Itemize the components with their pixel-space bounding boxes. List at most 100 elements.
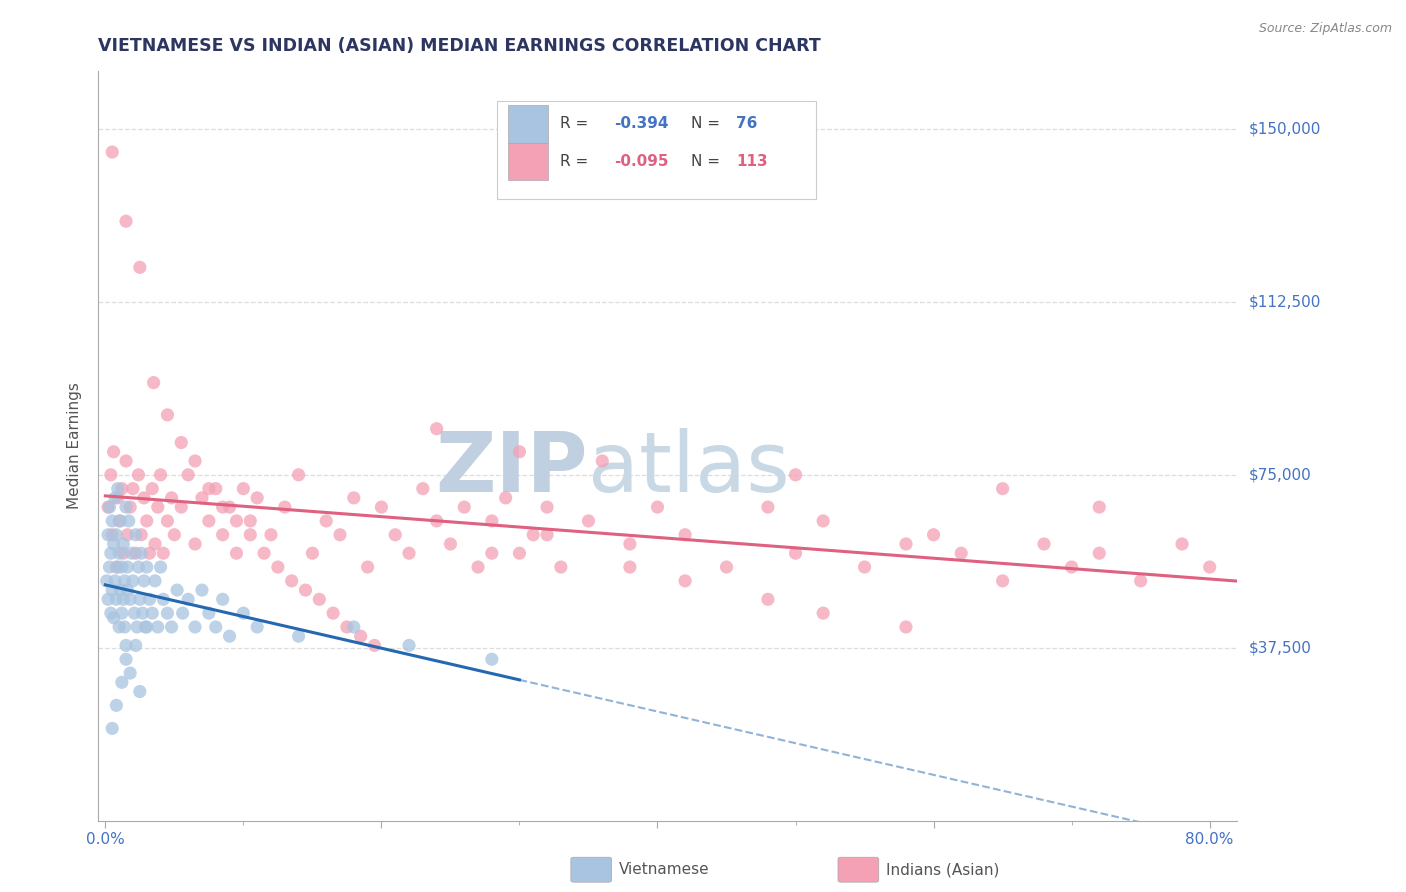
Point bbox=[96, 574, 118, 588]
Point bbox=[120, 666, 142, 681]
Point bbox=[104, 574, 127, 588]
Point bbox=[239, 528, 262, 542]
Text: 76: 76 bbox=[737, 116, 758, 131]
Point bbox=[103, 611, 125, 625]
Point bbox=[108, 546, 131, 560]
Point bbox=[426, 514, 449, 528]
Point bbox=[105, 592, 128, 607]
Y-axis label: Median Earnings: Median Earnings bbox=[67, 383, 83, 509]
Point bbox=[211, 528, 233, 542]
Point bbox=[134, 620, 156, 634]
Text: Indians (Asian): Indians (Asian) bbox=[886, 863, 1000, 877]
Point bbox=[239, 514, 262, 528]
Point bbox=[156, 514, 179, 528]
Point bbox=[117, 583, 139, 598]
Point bbox=[204, 482, 226, 496]
Point bbox=[246, 620, 269, 634]
Point bbox=[156, 408, 179, 422]
Point bbox=[120, 592, 142, 607]
Point bbox=[100, 546, 122, 560]
Point bbox=[225, 546, 247, 560]
Point bbox=[111, 675, 134, 690]
Point bbox=[110, 514, 132, 528]
Point bbox=[246, 491, 269, 505]
Point bbox=[619, 560, 641, 574]
Point bbox=[98, 560, 121, 574]
Point bbox=[172, 606, 194, 620]
Point bbox=[384, 528, 406, 542]
Point bbox=[398, 546, 420, 560]
Point bbox=[315, 514, 337, 528]
Point bbox=[922, 528, 945, 542]
Point bbox=[350, 629, 373, 643]
Point bbox=[135, 560, 157, 574]
Point bbox=[218, 629, 240, 643]
Point bbox=[128, 592, 150, 607]
Point bbox=[101, 145, 124, 159]
Point bbox=[204, 620, 226, 634]
Text: VIETNAMESE VS INDIAN (ASIAN) MEDIAN EARNINGS CORRELATION CHART: VIETNAMESE VS INDIAN (ASIAN) MEDIAN EARN… bbox=[98, 37, 821, 54]
Text: atlas: atlas bbox=[588, 428, 790, 509]
Point bbox=[101, 583, 124, 598]
Point bbox=[619, 537, 641, 551]
Point bbox=[1088, 546, 1111, 560]
Point bbox=[894, 537, 917, 551]
Point bbox=[177, 467, 200, 482]
Point bbox=[112, 592, 135, 607]
Point bbox=[495, 491, 517, 505]
Point bbox=[132, 574, 155, 588]
Point bbox=[811, 606, 834, 620]
Point bbox=[1198, 560, 1220, 574]
Point bbox=[756, 592, 779, 607]
Point bbox=[105, 528, 128, 542]
Point bbox=[128, 260, 150, 275]
Point bbox=[177, 592, 200, 607]
Point bbox=[1088, 500, 1111, 514]
Point bbox=[115, 652, 138, 666]
Point bbox=[232, 606, 254, 620]
Text: 113: 113 bbox=[737, 153, 768, 169]
Point bbox=[101, 528, 124, 542]
Point bbox=[267, 560, 290, 574]
Point bbox=[811, 514, 834, 528]
Point bbox=[343, 620, 366, 634]
Point bbox=[108, 620, 131, 634]
Point bbox=[129, 546, 152, 560]
Text: $37,500: $37,500 bbox=[1249, 640, 1312, 656]
Point bbox=[578, 514, 600, 528]
Text: -0.394: -0.394 bbox=[614, 116, 669, 131]
Point bbox=[673, 574, 696, 588]
Point bbox=[128, 684, 150, 698]
Point bbox=[950, 546, 973, 560]
Text: $75,000: $75,000 bbox=[1249, 467, 1312, 483]
Point bbox=[143, 537, 166, 551]
Point bbox=[356, 560, 378, 574]
Point bbox=[163, 528, 186, 542]
Point bbox=[117, 528, 139, 542]
Point bbox=[97, 500, 120, 514]
Point bbox=[370, 500, 392, 514]
Point bbox=[343, 491, 366, 505]
Point bbox=[107, 560, 129, 574]
Point bbox=[135, 514, 157, 528]
Point bbox=[756, 500, 779, 514]
FancyBboxPatch shape bbox=[498, 102, 815, 199]
Point bbox=[143, 574, 166, 588]
Point bbox=[124, 606, 146, 620]
Point bbox=[122, 482, 145, 496]
Point bbox=[785, 546, 807, 560]
Bar bbox=[509, 105, 548, 143]
Point bbox=[274, 500, 297, 514]
Point bbox=[198, 606, 221, 620]
Point bbox=[280, 574, 302, 588]
Point bbox=[363, 639, 385, 653]
Text: $150,000: $150,000 bbox=[1249, 121, 1322, 136]
Point bbox=[112, 546, 135, 560]
Point bbox=[184, 620, 207, 634]
Point bbox=[467, 560, 489, 574]
Point bbox=[287, 467, 309, 482]
Point bbox=[322, 606, 344, 620]
Text: -0.095: -0.095 bbox=[614, 153, 669, 169]
Point bbox=[232, 482, 254, 496]
Text: R =: R = bbox=[560, 153, 593, 169]
